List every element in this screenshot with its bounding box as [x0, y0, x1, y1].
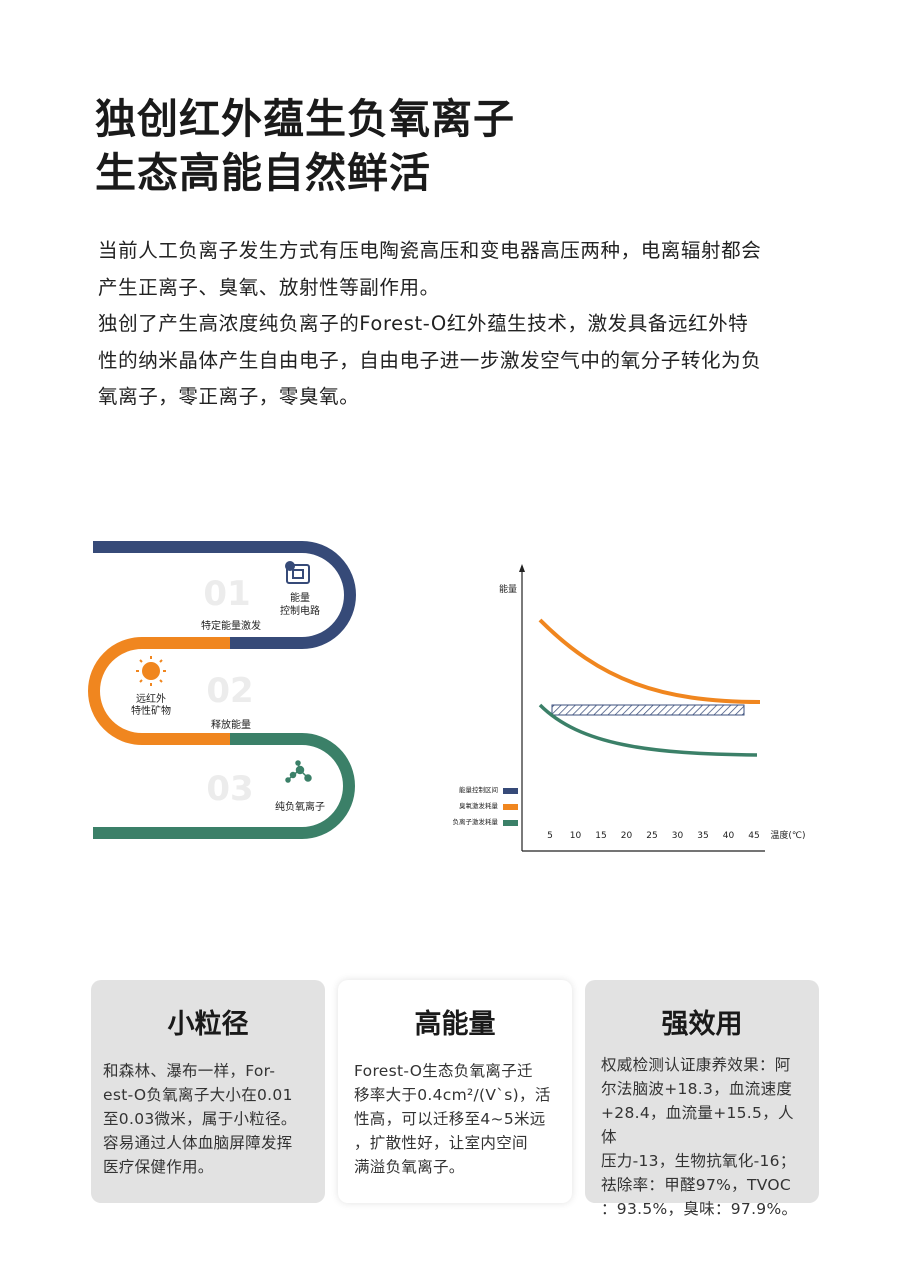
- title: 独创红外蕴生负氧离子 生态高能自然鲜活: [95, 92, 515, 200]
- text-line: 满溢负氧离子。: [354, 1158, 465, 1176]
- x-tick-label: 10: [570, 831, 582, 841]
- energy-chart: 能量 温度(℃) 5 10 15 20 25 30 35 40 45 能量控制区间 臭氧激发耗量…: [453, 564, 806, 852]
- x-tick-label: 45: [748, 831, 759, 841]
- x-tick-label: 20: [621, 831, 633, 841]
- card: 高能量 Forest-O生态负氧离子迁 移率大于0.4cm²/(V`s)，活 性高，…: [338, 980, 572, 1203]
- text-line: 独创红外蕴生负氧离子: [95, 95, 515, 143]
- legend-label: 负离子激发耗量: [453, 817, 499, 826]
- card: 小粒径 和森林、瀑布一样，For-est-O负氧离子大小在0.01 至0.03微米…: [91, 980, 325, 1203]
- x-tick-label: 5: [547, 831, 553, 841]
- circuit-icon: [285, 561, 310, 584]
- x-axis-label: 温度(℃): [770, 829, 805, 841]
- text-line: 尔法脑波+18.3，血流速度: [601, 1080, 793, 1098]
- x-tick-label: 35: [697, 831, 708, 841]
- legend-label: 能量控制区间: [459, 785, 498, 794]
- legend-swatch: [503, 788, 518, 794]
- text-line: 性的纳米晶体产生自由电子，自由电子进一步激发空气中的氧分子转化为负: [98, 348, 762, 372]
- ion-curve: [538, 703, 758, 757]
- step-label: 控制电路: [280, 604, 320, 617]
- card-text: Forest-O生态负氧离子迁 移率大于0.4cm²/(V`s)，活 性高，可以迁移…: [354, 1059, 556, 1179]
- card: 强效用 权威检测认证康养效果：阿 尔法脑波+18.3，血流速度 +28.4，血流量+…: [585, 980, 819, 1218]
- text-line: ：93.5%，臭味：97.9%。: [601, 1200, 798, 1218]
- card-title: 强效用: [661, 1009, 743, 1040]
- ozone-curve: [538, 618, 761, 704]
- step-label: 特性矿物: [131, 704, 171, 717]
- text-line: 祛除率：甲醛97%，TVOC: [601, 1176, 791, 1194]
- legend-label: 臭氧激发耗量: [459, 801, 499, 810]
- text-line: 权威检测认证康养效果：阿: [601, 1056, 791, 1074]
- text-line: 医疗保健作用。: [103, 1158, 214, 1176]
- legend-swatch: [503, 804, 518, 810]
- step-number: 01: [203, 574, 250, 614]
- x-tick-label: 30: [672, 831, 684, 841]
- y-axis-label: 能量: [499, 583, 517, 595]
- step-caption: 释放能量: [211, 718, 251, 731]
- diagrams: 01 02 03 能量 控制电路 特定能量激发 远红外 特性矿物 释放能量 纯负…: [88, 541, 806, 852]
- snake-path: [88, 541, 356, 839]
- step-label: 远红外: [136, 692, 166, 705]
- text-line: 生态高能自然鲜活: [95, 149, 431, 197]
- molecule-icon: [285, 760, 312, 783]
- text-line: 性高，可以迁移至4~5米远: [354, 1110, 546, 1128]
- text-line: ，扩散性好，让室内空间: [354, 1134, 528, 1152]
- text-line: 容易通过人体血脑屏障发挥: [103, 1134, 293, 1152]
- legend-swatch: [503, 820, 518, 826]
- card-title: 高能量: [414, 1009, 496, 1040]
- text-line: 产生正离子、臭氧、放射性等副作用。: [98, 275, 440, 299]
- text-line: +28.4，血流量+15.5，人体: [601, 1104, 794, 1146]
- axis-arrow: [519, 564, 525, 572]
- step-number: 02: [206, 671, 253, 711]
- x-tick-label: 25: [646, 831, 657, 841]
- x-tick-label: 15: [595, 831, 606, 841]
- step-number: 03: [206, 769, 253, 809]
- text-line: 至0.03微米，属于小粒径。: [103, 1110, 297, 1128]
- x-tick-label: 40: [723, 831, 735, 841]
- sun-icon: [136, 656, 166, 686]
- control-band: [551, 704, 745, 716]
- text-line: 压力-13，生物抗氧化-16；: [601, 1152, 796, 1170]
- text-line: est-O负氧离子大小在0.01: [103, 1086, 293, 1104]
- text-line: 独创了产生高浓度纯负离子的Forest-O红外蕴生技术，激发具备远红外特: [98, 312, 749, 335]
- card-text: 和森林、瀑布一样，For-est-O负氧离子大小在0.01 至0.03微米，属于小…: [103, 1059, 313, 1179]
- text-line: Forest-O生态负氧离子迁: [354, 1062, 533, 1080]
- step-label: 能量: [290, 591, 310, 604]
- card-title: 小粒径: [167, 1009, 249, 1040]
- step-label: 纯负氧离子: [275, 800, 325, 813]
- card-text: 权威检测认证康养效果：阿 尔法脑波+18.3，血流速度 +28.4，血流量+15.5…: [601, 1053, 803, 1221]
- text-line: 当前人工负离子发生方式有压电陶瓷高压和变电器高压两种，电离辐射都会: [98, 239, 762, 262]
- text-line: 和森林、瀑布一样，For-: [103, 1062, 276, 1080]
- step-caption: 特定能量激发: [201, 619, 261, 632]
- text-line: 移率大于0.4cm²/(V`s)，活: [354, 1086, 551, 1104]
- text-line: 氧离子，零正离子，零臭氧。: [98, 385, 360, 408]
- intro-text: 当前人工负离子发生方式有压电陶瓷高压和变电器高压两种，电离辐射都会 产生正离子、臭…: [98, 233, 761, 416]
